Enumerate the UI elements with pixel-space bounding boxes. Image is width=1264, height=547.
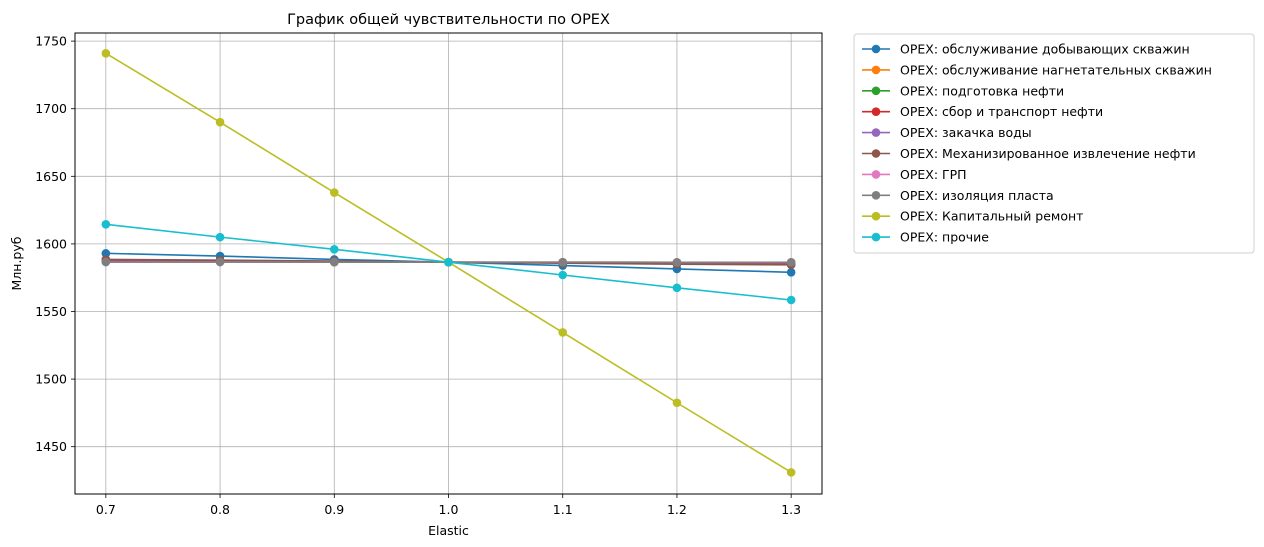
- legend-swatch-marker: [871, 107, 881, 116]
- x-tick-label: 1.2: [667, 502, 687, 517]
- series-group: [101, 48, 796, 477]
- legend-swatch-marker: [871, 128, 881, 137]
- legend-swatch-marker: [871, 44, 881, 54]
- data-point: [101, 257, 111, 267]
- legend-label: OPEX: подготовка нефти: [900, 83, 1064, 98]
- legend-label: OPEX: Механизированное извлечение нефти: [900, 146, 1196, 161]
- data-point: [329, 257, 339, 267]
- legend-box: [853, 33, 1255, 254]
- legend-label: OPEX: Капитальный ремонт: [900, 209, 1083, 224]
- x-tick-label: 1.0: [439, 502, 459, 517]
- x-tick-label: 1.3: [781, 502, 801, 517]
- legend-item: OPEX: сбор и транспорт нефти: [862, 104, 1103, 119]
- data-point: [786, 267, 796, 277]
- x-axis-label: Elastic: [428, 523, 469, 538]
- legend-item: OPEX: закачка воды: [862, 125, 1032, 140]
- legend-item: OPEX: подготовка нефти: [862, 83, 1064, 98]
- data-point: [672, 398, 682, 408]
- data-point: [558, 328, 568, 337]
- legend-item: OPEX: обслуживание нагнетательных скважи…: [862, 62, 1212, 77]
- legend-swatch-marker: [871, 232, 881, 242]
- data-point: [329, 188, 339, 197]
- data-point: [101, 48, 111, 58]
- data-point: [558, 257, 568, 267]
- legend-swatch-marker: [871, 170, 881, 179]
- y-tick-label: 1550: [35, 304, 67, 319]
- data-point: [786, 468, 796, 477]
- data-point: [786, 295, 796, 305]
- data-point: [786, 257, 796, 267]
- legend-label: OPEX: обслуживание нагнетательных скважи…: [900, 62, 1212, 77]
- x-axis: 0.7 0.8 0.9 1.0 1.1 1.2 1.3: [96, 494, 801, 517]
- data-point: [215, 117, 225, 127]
- x-tick-label: 1.1: [553, 502, 573, 517]
- legend-label: OPEX: прочие: [900, 230, 989, 245]
- y-axis-label: Млн.руб: [9, 236, 24, 290]
- data-point: [672, 283, 682, 293]
- legend-item: OPEX: Механизированное извлечение нефти: [862, 146, 1196, 161]
- legend-item: OPEX: ГРП: [862, 167, 967, 182]
- legend-label: OPEX: ГРП: [900, 167, 967, 182]
- data-point: [215, 257, 225, 267]
- y-tick-label: 1600: [35, 236, 67, 251]
- data-point: [101, 219, 111, 229]
- legend-item: OPEX: прочие: [862, 230, 989, 245]
- y-tick-label: 1650: [35, 169, 67, 184]
- x-tick-label: 0.8: [210, 502, 230, 517]
- y-tick-label: 1700: [35, 101, 67, 116]
- legend-item: OPEX: обслуживание добывающих скважин: [862, 42, 1190, 57]
- data-point: [215, 232, 225, 242]
- legend-label: OPEX: сбор и транспорт нефти: [900, 104, 1103, 119]
- legend-item: OPEX: Капитальный ремонт: [862, 209, 1083, 224]
- y-tick-label: 1500: [35, 372, 67, 387]
- data-point: [101, 249, 111, 258]
- legend-swatch-marker: [871, 211, 881, 221]
- series: [101, 219, 796, 305]
- y-tick-label: 1450: [35, 439, 67, 454]
- data-point: [558, 270, 568, 280]
- legend-swatch-marker: [871, 149, 881, 158]
- chart-title: График общей чувствительности по OPEX: [287, 12, 610, 28]
- legend-swatch-marker: [871, 191, 881, 200]
- legend: OPEX: обслуживание добывающих скважин OPE…: [853, 33, 1255, 254]
- legend-label: OPEX: обслуживание добывающих скважин: [900, 42, 1190, 57]
- legend-swatch-marker: [871, 65, 881, 75]
- data-point: [329, 245, 339, 254]
- x-tick-label: 0.9: [324, 502, 344, 517]
- legend-label: OPEX: закачка воды: [900, 125, 1032, 140]
- legend-item: OPEX: изоляция пласта: [862, 188, 1054, 203]
- y-axis: 1450 1500 1550 1600 1650 1700 1750: [35, 34, 75, 454]
- legend-swatch-marker: [871, 86, 881, 96]
- y-tick-label: 1750: [35, 34, 67, 49]
- x-tick-label: 0.7: [96, 502, 116, 517]
- data-point: [444, 257, 453, 267]
- legend-label: OPEX: изоляция пласта: [900, 188, 1054, 203]
- data-point: [672, 257, 682, 267]
